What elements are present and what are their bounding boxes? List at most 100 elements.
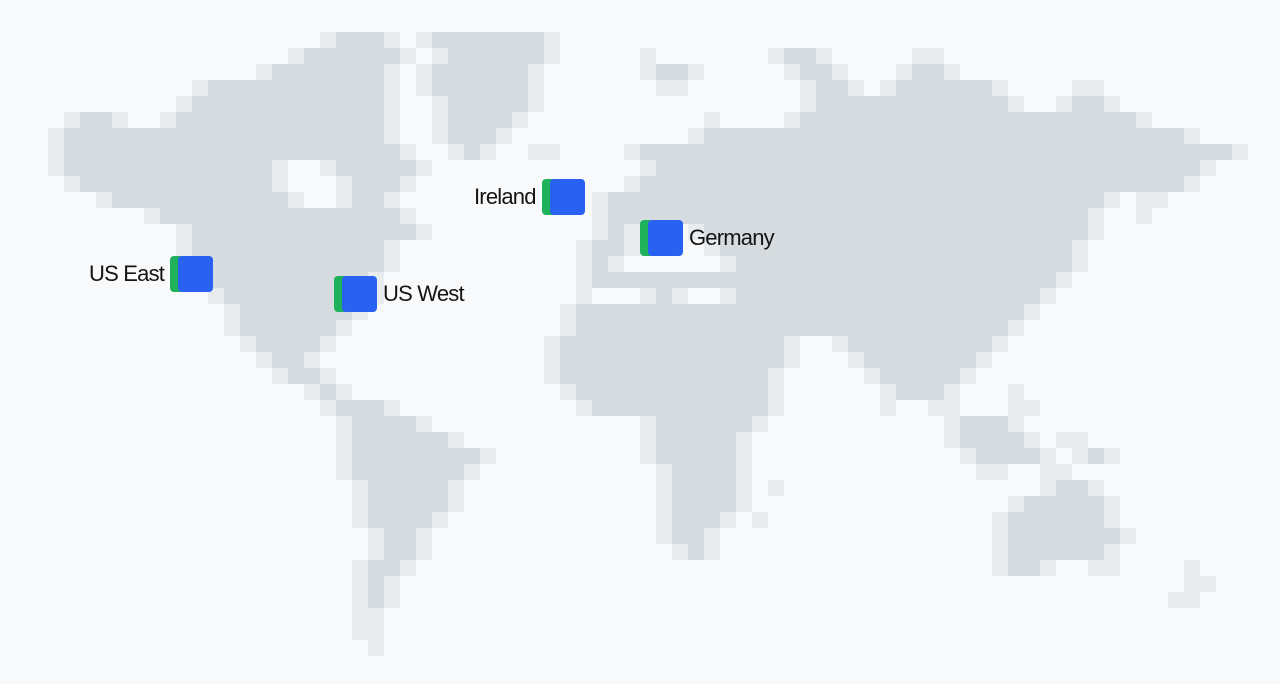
land-cell: [960, 144, 976, 160]
land-cell: [960, 352, 976, 368]
region-pin-icon[interactable]: [640, 220, 683, 256]
land-cell: [896, 288, 912, 304]
land-cell: [320, 384, 336, 400]
land-cell: [272, 336, 288, 352]
land-cell: [720, 272, 736, 288]
land-cell: [368, 544, 384, 560]
land-cell: [400, 416, 416, 432]
land-cell: [592, 384, 608, 400]
land-cell: [1024, 112, 1040, 128]
land-cell: [768, 272, 784, 288]
land-cell: [864, 352, 880, 368]
land-cell: [656, 304, 672, 320]
land-cell: [288, 48, 304, 64]
land-cell: [688, 272, 704, 288]
land-cell: [544, 336, 560, 352]
land-cell: [672, 512, 688, 528]
land-cell: [960, 272, 976, 288]
land-cell: [816, 96, 832, 112]
land-cell: [736, 336, 752, 352]
land-cell: [1136, 192, 1152, 208]
land-cell: [624, 352, 640, 368]
land-cell: [448, 432, 464, 448]
land-cell: [368, 224, 384, 240]
land-cell: [784, 352, 800, 368]
land-cell: [944, 304, 960, 320]
land-cell: [656, 272, 672, 288]
land-cell: [608, 256, 624, 272]
land-cell: [848, 128, 864, 144]
land-cell: [528, 48, 544, 64]
land-cell: [848, 144, 864, 160]
land-cell: [912, 160, 928, 176]
land-cell: [896, 352, 912, 368]
land-cell: [384, 144, 400, 160]
land-cell: [960, 432, 976, 448]
land-cell: [848, 288, 864, 304]
land-cell: [304, 224, 320, 240]
land-cell: [960, 368, 976, 384]
region-marker-germany[interactable]: Germany: [640, 220, 775, 256]
land-cell: [848, 336, 864, 352]
region-marker-ireland[interactable]: Ireland: [474, 179, 585, 215]
land-cell: [976, 80, 992, 96]
land-cell: [912, 176, 928, 192]
region-pin-icon[interactable]: [170, 256, 214, 292]
land-cell: [880, 176, 896, 192]
land-cell: [272, 256, 288, 272]
land-cell: [672, 368, 688, 384]
land-cell: [928, 352, 944, 368]
land-cell: [448, 128, 464, 144]
land-cell: [208, 80, 224, 96]
land-cell: [688, 416, 704, 432]
land-cell: [336, 208, 352, 224]
land-cell: [528, 32, 544, 48]
land-cell: [944, 112, 960, 128]
land-cell: [688, 224, 704, 240]
land-cell: [432, 432, 448, 448]
land-cell: [192, 192, 208, 208]
land-cell: [272, 64, 288, 80]
land-cell: [976, 304, 992, 320]
land-cell: [672, 320, 688, 336]
land-cell: [496, 32, 512, 48]
land-cell: [1136, 112, 1152, 128]
land-cell: [144, 160, 160, 176]
land-cell: [464, 48, 480, 64]
land-cell: [336, 176, 352, 192]
land-cell: [272, 352, 288, 368]
region-marker-us-west[interactable]: US West: [334, 276, 465, 312]
land-cell: [752, 128, 768, 144]
land-cell: [880, 224, 896, 240]
land-cell: [480, 32, 496, 48]
land-cell: [1104, 560, 1120, 576]
land-cell: [368, 128, 384, 144]
land-cell: [1008, 384, 1024, 400]
land-cell: [1072, 528, 1088, 544]
land-cell: [208, 208, 224, 224]
land-cell: [336, 144, 352, 160]
land-cell: [160, 208, 176, 224]
land-cell: [1184, 592, 1200, 608]
land-cell: [784, 256, 800, 272]
region-pin-icon[interactable]: [541, 179, 585, 215]
land-cell: [592, 256, 608, 272]
land-cell: [832, 272, 848, 288]
land-cell: [880, 208, 896, 224]
land-cell: [864, 336, 880, 352]
land-cell: [1024, 176, 1040, 192]
land-cell: [992, 272, 1008, 288]
land-cell: [896, 368, 912, 384]
land-cell: [528, 144, 544, 160]
land-cell: [576, 352, 592, 368]
region-marker-us-east[interactable]: US East: [89, 256, 214, 292]
region-pin-icon[interactable]: [334, 276, 377, 312]
land-cell: [96, 176, 112, 192]
land-cell: [480, 64, 496, 80]
land-cell: [352, 592, 368, 608]
land-cell: [608, 368, 624, 384]
land-cell: [240, 320, 256, 336]
land-cell: [976, 224, 992, 240]
land-cell: [720, 320, 736, 336]
land-cell: [800, 304, 816, 320]
